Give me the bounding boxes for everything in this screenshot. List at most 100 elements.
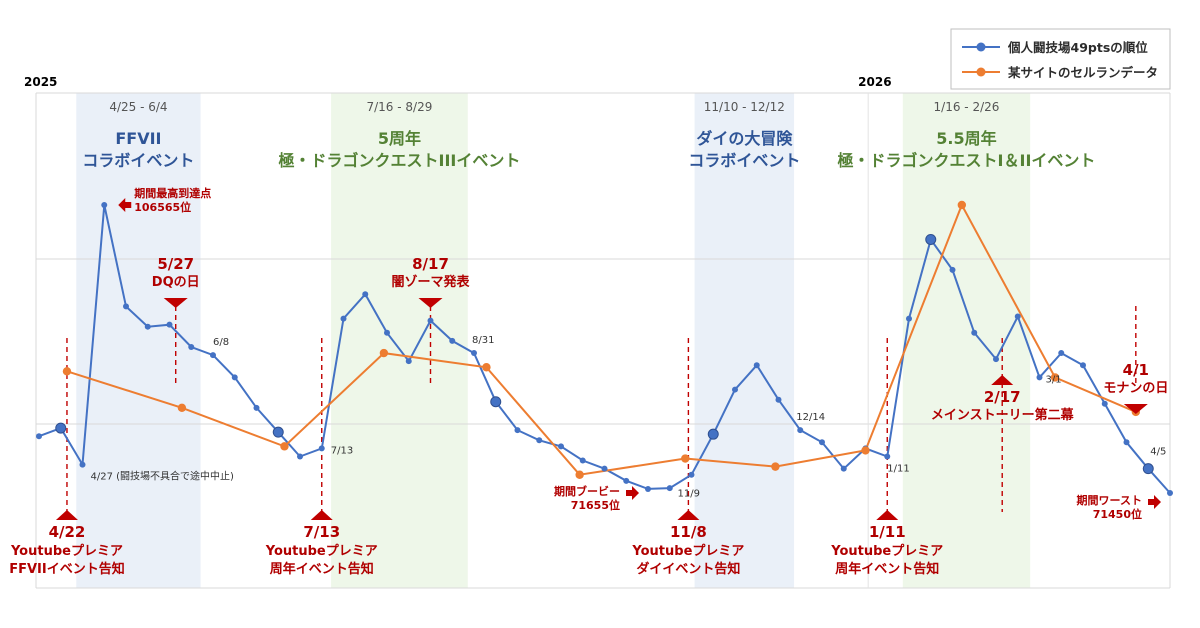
series-0-point-37: [840, 465, 847, 472]
legend-marker-0: [976, 42, 986, 52]
event-bands: [76, 93, 1031, 588]
marker-down-triangle-2: [1123, 404, 1148, 414]
event-title-1-0: 5周年: [378, 129, 421, 148]
series-0-point-15: [362, 291, 369, 298]
series-0-point-33: [753, 362, 760, 369]
marker-up-label-2-2: ダイイベント告知: [636, 561, 740, 577]
date-label-0: 4/27 (闘技場不具合で途中中止): [91, 470, 235, 483]
marker-up-label-1-1: Youtubeプレミア: [265, 544, 378, 559]
marker-lines: [66, 306, 1137, 512]
series-1-point-7: [771, 462, 780, 471]
series-0-point-14: [340, 315, 347, 322]
legend-box: [950, 28, 1171, 90]
series-0-point-42: [949, 266, 956, 273]
marker-up-label-1-0: 7/13: [303, 523, 340, 541]
series-0-point-7: [188, 343, 195, 350]
series-0-point-34: [775, 396, 782, 403]
series-0-point-31: [707, 428, 719, 440]
series-1-point-6: [681, 454, 690, 463]
event-range-0: 4/25 - 6/4: [109, 100, 167, 114]
series-0-point-16: [384, 329, 390, 336]
extreme-label-1-0: 期間ブービー: [554, 484, 620, 498]
extreme-label-0-1: 106565位: [134, 200, 191, 214]
series-0-point-44: [993, 356, 999, 363]
marker-up-label-3-1: Youtubeプレミア: [830, 544, 943, 559]
series-0-point-43: [971, 329, 978, 336]
marker-up-label-4-1: メインストーリー第二幕: [931, 407, 1075, 423]
extreme-label-2-1: 71450位: [1093, 507, 1142, 521]
marker-down-label-2-0: 4/1: [1123, 361, 1149, 379]
marker-down-label-0-1: DQの日: [152, 275, 200, 290]
series-0-point-49: [1101, 400, 1108, 407]
extreme-label-0-0: 期間最高到達点: [134, 186, 211, 200]
date-label-1: 6/8: [213, 337, 229, 348]
date-label-5: 12/14: [796, 412, 825, 423]
series-0-point-45: [1014, 313, 1021, 320]
marker-up-triangle-3: [876, 510, 899, 520]
series-0-point-52: [1167, 490, 1173, 496]
event-title-3-1: 極・ドラゴンクエストI＆IIイベント: [837, 151, 1096, 170]
series-0-point-0: [36, 433, 42, 440]
marker-up-label-0-0: 4/22: [49, 523, 86, 541]
series-0-point-32: [732, 386, 738, 393]
date-label-7: 3/1: [1046, 374, 1062, 385]
event-range-1: 7/16 - 8/29: [366, 100, 432, 114]
marker-down-label-2-1: モナンの日: [1103, 381, 1168, 396]
series-0-point-10: [253, 404, 260, 411]
series-0-point-50: [1123, 439, 1130, 446]
date-label-4: 11/9: [678, 489, 700, 500]
series-0-point-27: [623, 477, 630, 484]
series-0-point-30: [688, 471, 695, 478]
series-1-point-0: [62, 367, 72, 376]
series-0-point-4: [123, 303, 129, 310]
series-0-point-41: [925, 233, 937, 245]
event-title-2-0: ダイの大冒険: [696, 129, 793, 148]
year-labels: 2025 2026: [24, 75, 892, 89]
series-0-point-40: [906, 315, 912, 322]
legend-marker-1: [976, 67, 986, 77]
series-0-point-19: [449, 337, 456, 344]
series-line-1: [66, 202, 1137, 476]
marker-down-label-1-0: 8/17: [412, 255, 449, 273]
series-0-point-8: [210, 352, 216, 359]
extreme-arrow-2: [1148, 495, 1161, 509]
series-0-point-1: [55, 422, 67, 434]
series-1-point-5: [575, 470, 584, 479]
series-0-point-17: [405, 358, 412, 365]
series-0-point-18: [427, 317, 434, 324]
series-0-point-35: [797, 427, 804, 434]
series-0-point-12: [297, 453, 303, 460]
series-0-point-2: [79, 461, 86, 468]
series-1-point-9: [957, 200, 967, 210]
date-label-3: 8/31: [472, 335, 494, 346]
series-0-point-23: [536, 437, 543, 444]
series-0-point-11: [272, 426, 284, 438]
series-0-point-21: [490, 396, 502, 408]
event-title-1-1: 極・ドラゴンクエストIIIイベント: [277, 151, 520, 170]
series-0-point-9: [231, 374, 238, 381]
marker-up-triangle-4: [991, 375, 1014, 385]
marker-up-label-1-2: 周年イベント告知: [270, 561, 374, 577]
marker-up-label-3-0: 1/11: [869, 523, 906, 541]
series-1-point-8: [861, 446, 870, 455]
marker-up-triangle-2: [677, 510, 700, 520]
marker-up-label-2-0: 11/8: [670, 523, 707, 541]
series-0-point-20: [471, 350, 477, 357]
marker-up-label-4-0: 2/17: [984, 388, 1021, 406]
date-label-8: 4/5: [1150, 447, 1166, 458]
series-0-point-22: [514, 427, 521, 434]
event-titles: 4/25 - 6/4 FFVII コラボイベント 7/16 - 8/29 5周年極・ドラ…: [82, 100, 1095, 170]
event-band-0: [76, 93, 201, 588]
marker-up-triangle-0: [55, 510, 78, 520]
series-0-point-5: [144, 323, 151, 330]
event-title-3-0: 5.5周年: [936, 129, 996, 148]
year-label-2025: 2025: [24, 75, 57, 89]
series-0-point-28: [645, 485, 651, 492]
series-0-point-51: [1142, 463, 1154, 475]
event-title-0-1: コラボイベント: [82, 151, 194, 170]
series-0-point-47: [1058, 350, 1065, 357]
series-0-point-26: [601, 465, 608, 472]
series-0-point-25: [579, 457, 586, 464]
